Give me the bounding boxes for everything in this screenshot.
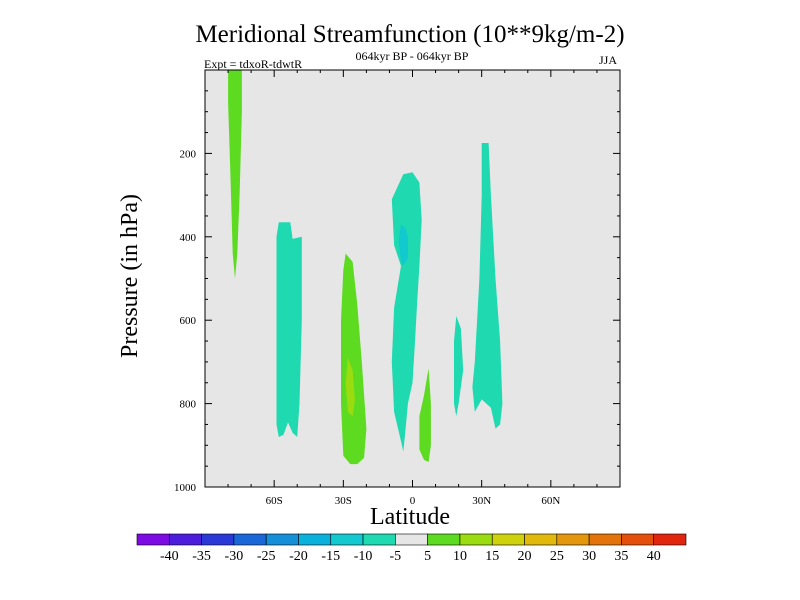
colorbar-box (395, 533, 428, 546)
x-tick-label: 60N (541, 495, 560, 507)
y-tick-label: 1000 (174, 482, 197, 494)
colorbar-box (459, 533, 493, 546)
experiment-label: Expt = tdxoR-tdwtR (204, 57, 302, 71)
colorbar-label: -25 (257, 549, 276, 564)
colorbar-box (298, 533, 332, 546)
contour-region-2 (276, 222, 302, 437)
colorbar-label: 5 (424, 549, 431, 564)
colorbar-label: 30 (582, 549, 596, 564)
colorbar-box (168, 533, 202, 546)
y-tick-label: 400 (180, 232, 197, 244)
colorbar-label: -30 (225, 549, 244, 564)
colorbar: -40 -35 -30 -25 -20 -15 -10 -5 5 10 15 20 25 30 35 40 (136, 533, 687, 564)
contour-region-1 (228, 70, 242, 279)
colorbar-box (491, 533, 525, 546)
colorbar-box (621, 533, 655, 546)
contour-region-8 (454, 316, 464, 417)
colorbar-box (233, 533, 267, 546)
y-axis-label: Pressure (in hPa) (117, 194, 143, 358)
colorbar-label: -10 (354, 549, 373, 564)
colorbar-box (136, 533, 170, 546)
colorbar-label: -40 (160, 549, 179, 564)
colorbar-label: 35 (614, 549, 628, 564)
x-axis-label: Latitude (370, 504, 450, 530)
contour-region-6 (398, 224, 408, 266)
y-tick-label: 200 (180, 148, 197, 160)
chart-title: Meridional Streamfunction (10**9kg/m-2) (195, 21, 624, 48)
contour-region-3 (341, 253, 367, 465)
colorbar-label: 25 (550, 549, 564, 564)
colorbar-label: 15 (485, 549, 499, 564)
colorbar-label: -35 (192, 549, 211, 564)
colorbar-label: 40 (647, 549, 661, 564)
chart-subtitle: 064kyr BP - 064kyr BP (356, 49, 469, 63)
y-tick-label: 800 (180, 399, 197, 411)
colorbar-label: 10 (453, 549, 467, 564)
colorbar-box (556, 533, 590, 546)
x-tick-label: 30S (335, 495, 352, 507)
colorbar-box (265, 533, 299, 546)
axis-ticks: 60S 30S 0 30N 60N 200 400 600 800 1000 (174, 70, 620, 507)
x-tick-label: 0 (410, 495, 416, 507)
colorbar-box (653, 533, 687, 546)
colorbar-box (201, 533, 235, 546)
plot-area: 60S 30S 0 30N 60N 200 400 600 800 1000 (174, 69, 621, 507)
contour-region-4 (345, 357, 355, 417)
y-tick-label: 600 (180, 315, 197, 327)
colorbar-label: -20 (289, 549, 308, 564)
x-tick-label: 60S (266, 495, 283, 507)
contour-region-9 (472, 143, 503, 429)
colorbar-box (330, 533, 364, 546)
colorbar-box (427, 533, 461, 546)
colorbar-box (362, 533, 396, 546)
colorbar-label: -5 (390, 549, 402, 564)
colorbar-box (524, 533, 558, 546)
colorbar-label: 20 (518, 549, 532, 564)
contour-regions (228, 70, 503, 465)
contour-region-7 (419, 368, 431, 462)
colorbar-label: -15 (321, 549, 340, 564)
x-tick-label: 30N (472, 495, 491, 507)
season-label: JJA (599, 53, 617, 67)
colorbar-box (588, 533, 622, 546)
